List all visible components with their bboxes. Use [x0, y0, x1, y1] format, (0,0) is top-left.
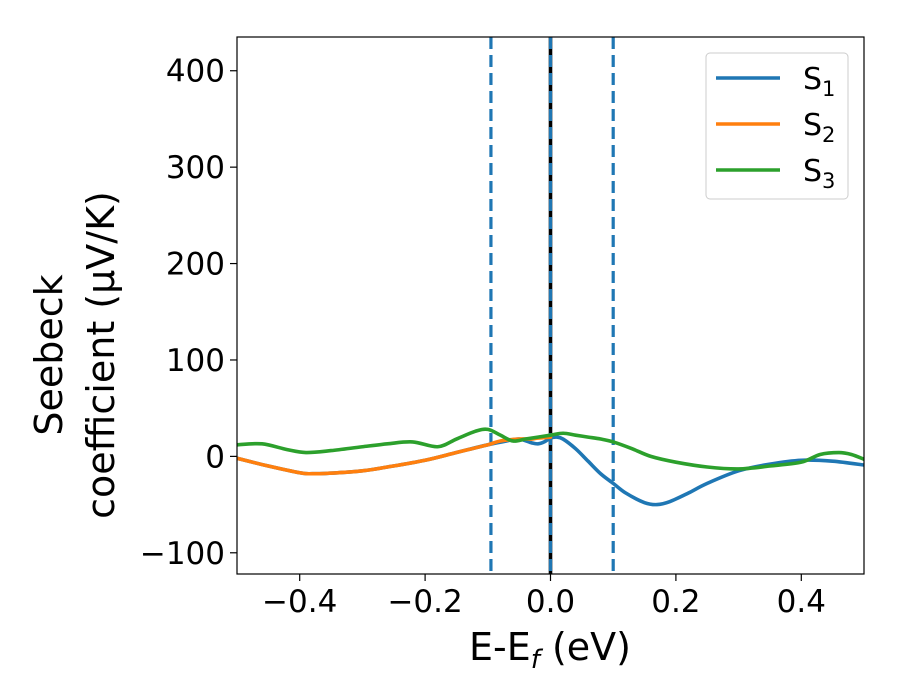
legend-label-s3: S3 [803, 154, 835, 193]
x-axis-ticks: −0.4 −0.2 0.0 0.2 0.4 [262, 574, 826, 620]
y-tick-label: 400 [166, 54, 225, 90]
y-axis-label-line2: coefficient (μV/K) [79, 191, 123, 519]
y-tick-label: 300 [166, 150, 225, 186]
y-tick-label: 0 [205, 439, 225, 475]
x-tick-label: 0.0 [526, 584, 575, 620]
y-axis-label-line1: Seebeck [27, 274, 71, 435]
x-tick-label: 0.4 [777, 584, 826, 620]
vertical-reference-lines [489, 37, 615, 574]
y-tick-label: −100 [140, 536, 225, 572]
series-line-s3 [237, 427, 864, 471]
legend-label-s2: S2 [803, 108, 835, 147]
x-tick-label: −0.2 [387, 584, 462, 620]
series-lines [237, 427, 864, 507]
y-tick-label: 100 [166, 343, 225, 379]
x-tick-label: −0.4 [262, 584, 337, 620]
legend-label-s1: S1 [803, 62, 835, 101]
x-axis-label: E-Ef (eV) [469, 625, 631, 675]
y-tick-label: 200 [166, 247, 225, 283]
y-axis-label: Seebeck coefficient (μV/K) [27, 191, 123, 519]
legend-box [705, 52, 849, 200]
x-tick-label: 0.2 [651, 584, 700, 620]
legend: S1 S2 S3 [705, 52, 849, 200]
y-axis-ticks: −100 0 100 200 300 400 [140, 54, 237, 572]
